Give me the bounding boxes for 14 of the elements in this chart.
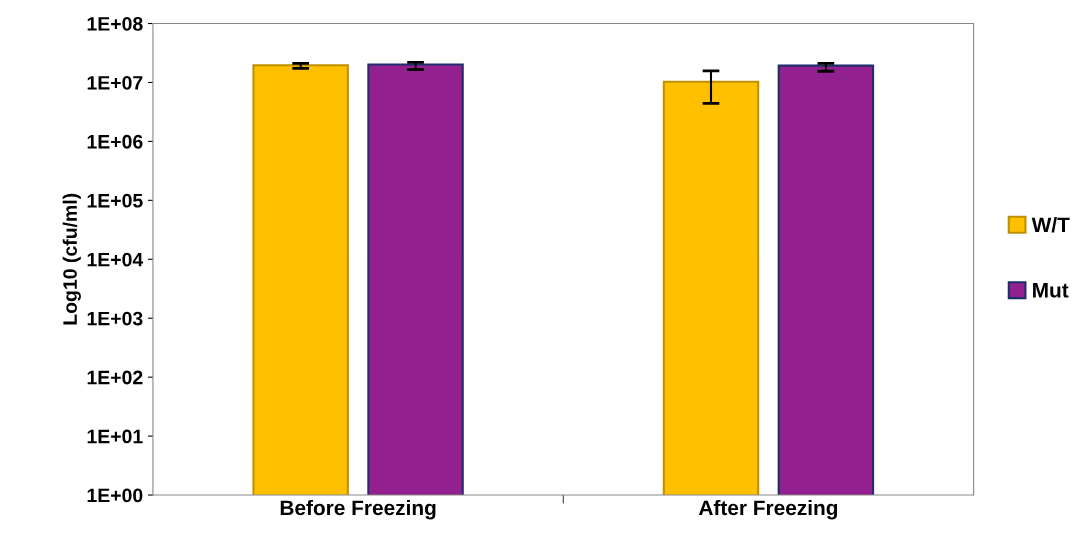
y-tick-label: 1E+04 — [87, 252, 144, 267]
y-tick-label: 1E+02 — [87, 370, 143, 385]
y-tick-label: 1E+08 — [87, 16, 143, 31]
y-tick-label: 1E+05 — [87, 193, 143, 208]
legend-label: W/T — [1031, 216, 1070, 233]
legend-label: Mut — [1033, 283, 1069, 298]
y-tick-label: 1E+03 — [87, 311, 143, 326]
x-tick-label: Before Freezing — [280, 499, 436, 520]
y-tick-label: 1E+07 — [87, 75, 143, 90]
y-tick-label: 1E+01 — [87, 429, 143, 444]
y-tick-label: 1E+06 — [87, 134, 143, 149]
y-axis-title: Log10 (cfu/ml) — [62, 193, 81, 325]
x-tick-label: After Freezing — [698, 499, 838, 520]
y-tick-label: 1E+00 — [87, 488, 143, 503]
